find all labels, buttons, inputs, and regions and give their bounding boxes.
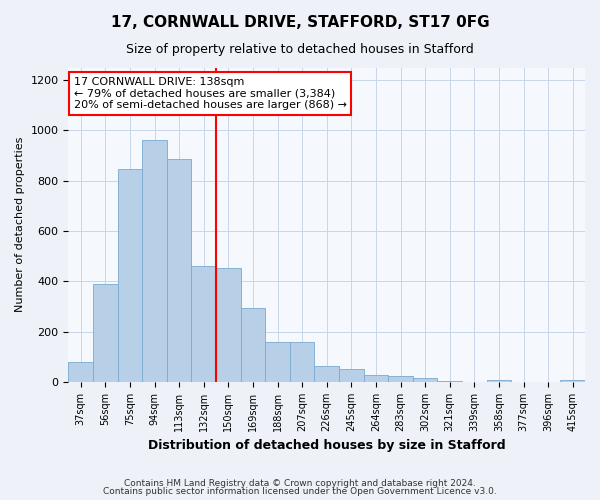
Bar: [413, 378, 437, 382]
Bar: [191, 266, 216, 382]
Bar: [388, 376, 413, 382]
Text: Size of property relative to detached houses in Stafford: Size of property relative to detached ho…: [126, 42, 474, 56]
Text: Contains HM Land Registry data © Crown copyright and database right 2024.: Contains HM Land Registry data © Crown c…: [124, 478, 476, 488]
Text: 17, CORNWALL DRIVE, STAFFORD, ST17 0FG: 17, CORNWALL DRIVE, STAFFORD, ST17 0FG: [110, 15, 490, 30]
Y-axis label: Number of detached properties: Number of detached properties: [15, 137, 25, 312]
Bar: [216, 268, 241, 382]
Bar: [167, 160, 191, 382]
Bar: [142, 140, 167, 382]
Bar: [68, 362, 93, 382]
Bar: [487, 380, 511, 382]
X-axis label: Distribution of detached houses by size in Stafford: Distribution of detached houses by size …: [148, 440, 506, 452]
Bar: [339, 370, 364, 382]
Bar: [265, 342, 290, 382]
Bar: [437, 381, 462, 382]
Bar: [93, 284, 118, 382]
Bar: [560, 380, 585, 382]
Bar: [290, 342, 314, 382]
Bar: [118, 170, 142, 382]
Text: Contains public sector information licensed under the Open Government Licence v3: Contains public sector information licen…: [103, 487, 497, 496]
Text: 17 CORNWALL DRIVE: 138sqm
← 79% of detached houses are smaller (3,384)
20% of se: 17 CORNWALL DRIVE: 138sqm ← 79% of detac…: [74, 77, 347, 110]
Bar: [241, 308, 265, 382]
Bar: [364, 374, 388, 382]
Bar: [314, 366, 339, 382]
